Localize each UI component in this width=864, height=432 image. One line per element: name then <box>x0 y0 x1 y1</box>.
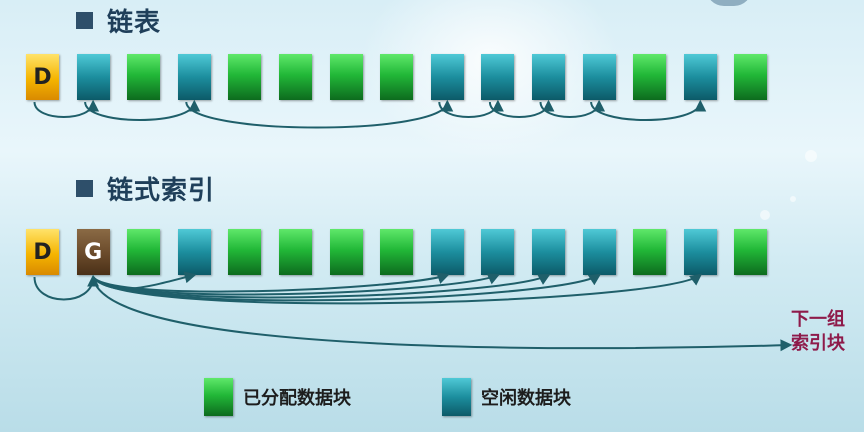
section-heading-linked: 链表 <box>76 2 161 39</box>
free-block <box>481 229 515 275</box>
allocated-block <box>228 54 262 100</box>
free-block <box>532 54 565 100</box>
allocated-block <box>633 54 667 100</box>
free-block <box>76 54 110 100</box>
next-group-arrow <box>92 276 793 352</box>
background-bubble <box>790 196 796 202</box>
section-title-indexed: 链式索引 <box>107 176 216 206</box>
corner-decoration <box>706 0 752 6</box>
directory-block: D <box>26 229 59 275</box>
free-block <box>582 54 616 100</box>
index-pointer-arrow <box>92 273 602 302</box>
index-pointer-arrow <box>92 273 501 296</box>
square-bullet-icon <box>76 12 93 29</box>
legend-free-swatch <box>442 378 471 416</box>
free-block <box>582 229 616 275</box>
legend-allocated-swatch <box>204 378 233 416</box>
next-index-group-label: 下一组 索引块 <box>778 308 858 356</box>
allocated-block <box>329 54 363 100</box>
index-pointer-arrow <box>92 273 703 305</box>
free-block <box>430 54 464 100</box>
link-pointer-arrow <box>590 99 707 121</box>
allocated-block <box>228 229 262 275</box>
square-bullet-icon <box>76 180 93 197</box>
allocated-block <box>633 229 667 275</box>
next-label-line2: 索引块 <box>791 333 845 354</box>
allocated-block <box>329 229 363 275</box>
link-pointer-arrow <box>33 99 100 118</box>
next-label-line1: 下一组 <box>791 309 845 330</box>
free-block <box>683 229 717 275</box>
free-block <box>177 229 211 275</box>
allocated-block <box>127 54 161 100</box>
background-bubble <box>760 210 770 220</box>
allocated-block <box>380 229 414 275</box>
dir-to-index-arrow <box>33 274 100 301</box>
index-pointer-arrow <box>92 272 450 293</box>
legend-free-label: 空闲数据块 <box>481 388 571 409</box>
free-block <box>481 54 515 100</box>
allocated-block <box>279 54 312 100</box>
allocated-block <box>127 229 161 275</box>
allocated-block <box>380 54 414 100</box>
directory-block: D <box>26 54 59 100</box>
legend-free: 空闲数据块 <box>442 378 571 416</box>
index-pointer-arrow <box>92 271 197 290</box>
index-block: G <box>76 229 110 275</box>
free-block <box>430 229 464 275</box>
free-block <box>177 54 211 100</box>
legend-allocated-label: 已分配数据块 <box>243 388 351 409</box>
index-pointer-arrow <box>92 273 551 299</box>
allocated-block <box>279 229 312 275</box>
background-bubble <box>805 150 817 162</box>
legend-allocated: 已分配数据块 <box>204 378 351 416</box>
section-title-linked: 链表 <box>107 8 162 38</box>
block-row-linked: D <box>24 54 784 102</box>
link-pointer-arrow <box>84 99 201 121</box>
allocated-block <box>734 54 768 100</box>
allocated-block <box>734 229 768 275</box>
free-block <box>683 54 717 100</box>
section-heading-indexed: 链式索引 <box>76 170 215 207</box>
free-block <box>532 229 565 275</box>
